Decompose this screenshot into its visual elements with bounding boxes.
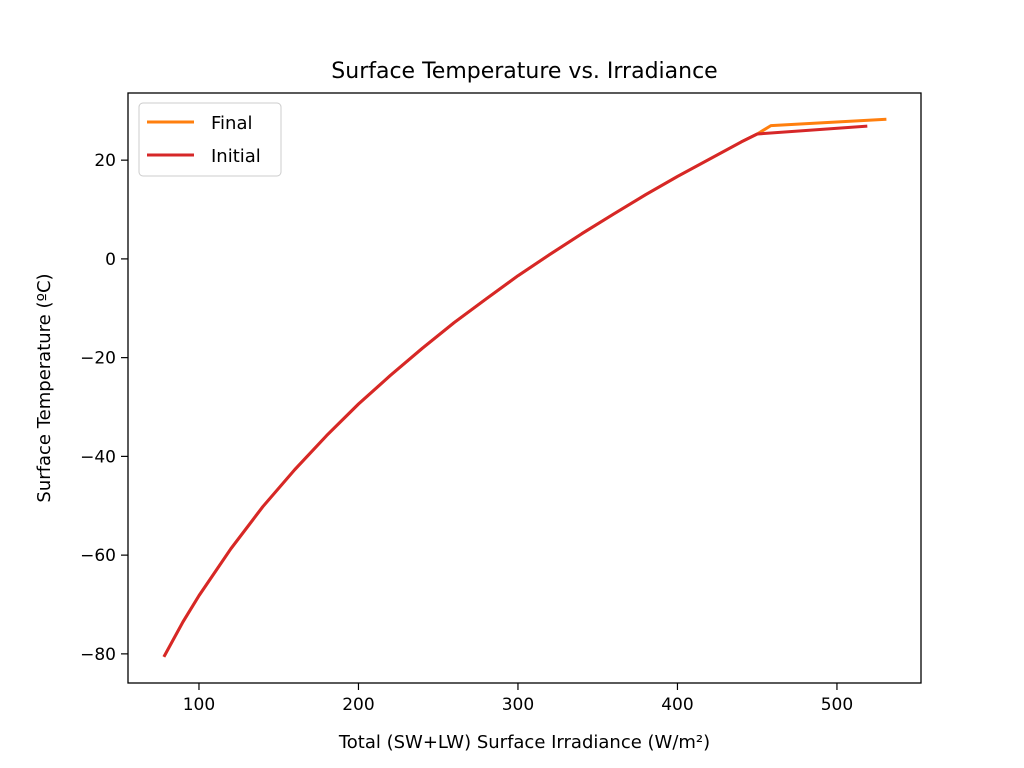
y-tick-label: −60 [80, 546, 116, 566]
legend-label-initial: Initial [211, 146, 261, 167]
chart-title: Surface Temperature vs. Irradiance [331, 59, 717, 84]
series-layer [162, 117, 887, 658]
x-axis: 100 200 300 400 500 [183, 683, 853, 715]
legend-label-final: Final [211, 113, 252, 134]
x-tick-label: 400 [661, 695, 693, 715]
y-tick-label: −80 [80, 645, 116, 665]
x-tick-label: 200 [342, 695, 374, 715]
x-axis-label: Total (SW+LW) Surface Irradiance (W/m²) [338, 732, 710, 753]
y-axis: −80 −60 −40 −20 0 20 [80, 151, 128, 665]
legend: Final Initial [138, 102, 282, 177]
series-line-initial [162, 124, 868, 658]
plot-frame [127, 92, 922, 684]
y-tick-label: 0 [105, 250, 116, 270]
x-tick-label: 100 [183, 695, 215, 715]
x-tick-label: 500 [821, 695, 853, 715]
x-tick-label: 300 [502, 695, 534, 715]
y-tick-label: −20 [80, 349, 116, 369]
y-tick-label: −40 [80, 447, 116, 467]
y-tick-label: 20 [94, 151, 116, 171]
series-line-final [162, 117, 887, 658]
y-axis-label: Surface Temperature (ºC) [34, 273, 55, 502]
